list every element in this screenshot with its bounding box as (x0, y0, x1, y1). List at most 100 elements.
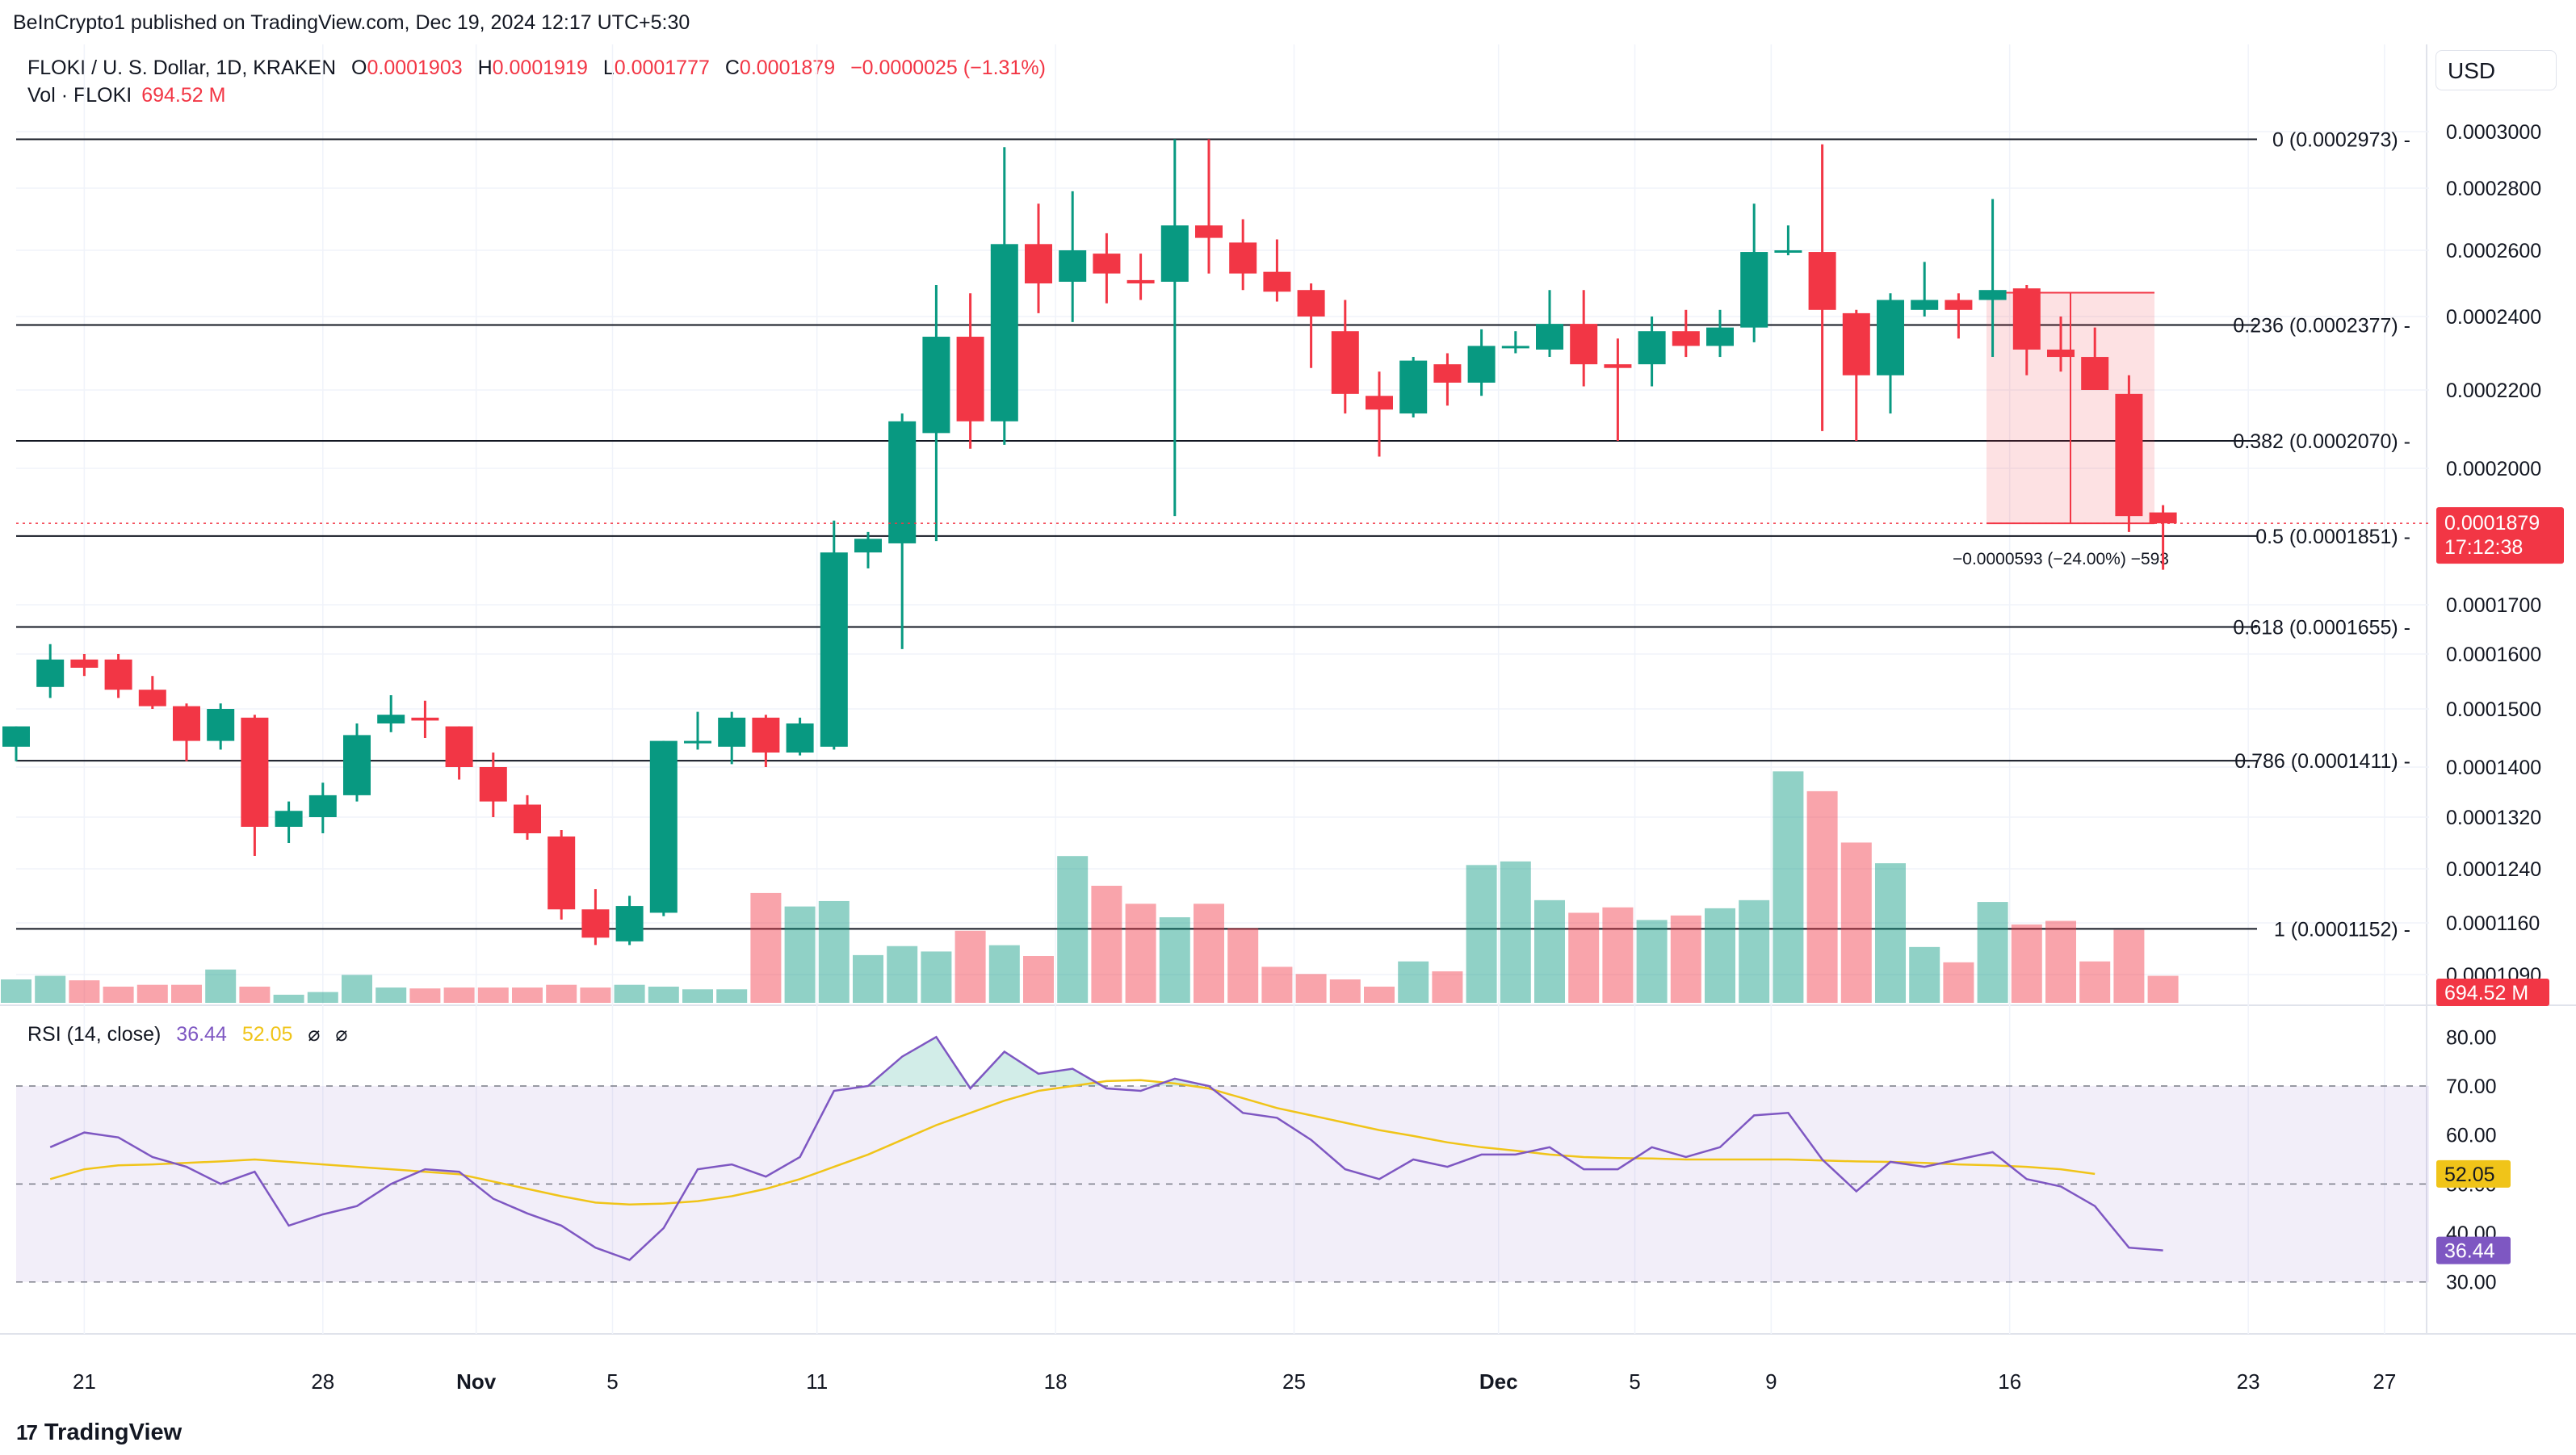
candle-body (1399, 360, 1428, 414)
rsi-tick-label: 70.00 (2446, 1076, 2497, 1098)
volume-bar (1875, 863, 1906, 1003)
volume-bar (1057, 856, 1089, 1003)
candle-body (615, 906, 644, 941)
price-tick-label: 0.0001400 (2446, 757, 2541, 779)
candle-body (1093, 254, 1121, 274)
candle-body (1501, 346, 1529, 349)
volume-bar (614, 984, 645, 1003)
high-value: 0.0001919 (492, 57, 588, 79)
time-tick-label: 11 (806, 1369, 828, 1394)
volume-bar (2147, 975, 2179, 1003)
volume-bar (1, 979, 31, 1003)
volume-bar (1295, 974, 1327, 1003)
time-axis: 21 28 Nov 5 11 18 25 Dec 5 9 16 23 27 (73, 1369, 2396, 1394)
candle-body (1297, 290, 1325, 317)
time-tick-label: 23 (2237, 1369, 2260, 1394)
candle-body (752, 717, 780, 753)
volume-bar (887, 946, 918, 1003)
volume-bar (1636, 920, 1668, 1003)
volume-value-label: 694.52 M (2444, 982, 2528, 1004)
volume-bar (648, 986, 679, 1003)
volume-bar (1943, 962, 1974, 1003)
grid (0, 44, 2576, 1335)
volume-bar (1261, 967, 1293, 1003)
price-tick-label: 0.0002800 (2446, 178, 2541, 200)
rsi-overbought-fill (50, 1037, 2163, 1086)
candle-body (1160, 225, 1189, 282)
candle-body (2, 726, 30, 747)
time-tick-label: Dec (1479, 1369, 1518, 1394)
time-tick-label: 27 (2373, 1369, 2396, 1394)
symbol-title[interactable]: FLOKI / U. S. Dollar, 1D, KRAKEN (27, 57, 337, 79)
candle-body (138, 690, 166, 707)
rsi-tick-label: 60.00 (2446, 1125, 2497, 1147)
volume-bar (818, 900, 850, 1003)
fib-level-label: 0.236 (0.0002377) - (2233, 314, 2410, 337)
candle-body (1433, 364, 1462, 383)
candle-body (70, 659, 99, 668)
volume-bar (103, 986, 134, 1003)
footer-brand[interactable]: 17 TradingView (16, 1419, 182, 1446)
candle-body (343, 735, 371, 795)
volume-bar (1806, 790, 1838, 1003)
volume-bar (1705, 908, 1735, 1003)
candle-body (1604, 364, 1632, 368)
volume-bar (205, 969, 237, 1003)
volume-bar (1194, 904, 1224, 1003)
volume-bar (171, 984, 202, 1003)
fib-level-label: 0 (0.0002973) - (2272, 128, 2410, 151)
rsi-label[interactable]: RSI (14, close) (27, 1023, 162, 1046)
price-tick-label: 0.0001160 (2446, 912, 2540, 935)
time-tick-label: 21 (73, 1369, 96, 1394)
volume-bar (954, 930, 986, 1003)
candle-body (173, 706, 200, 741)
candle-body (1672, 331, 1700, 346)
candle-body (1945, 300, 1973, 310)
open-label: O (351, 57, 367, 79)
price-tick-label: 0.0002600 (2446, 240, 2541, 262)
price-axis: 0.0003000 0.0002800 0.0002600 0.0002400 0.00… (2436, 121, 2564, 1006)
candle-body (548, 837, 576, 910)
volume-bar (1466, 865, 1497, 1003)
countdown-label: 17:12:38 (2444, 536, 2523, 559)
candle-body (581, 909, 610, 938)
volume-bar (307, 992, 338, 1003)
volume-value-box (2436, 979, 2549, 1006)
volume-bar (1739, 899, 1770, 1003)
volume-bar (1432, 971, 1463, 1003)
volume-bar (1159, 917, 1190, 1003)
candle-body (207, 709, 235, 741)
candle-body (1331, 331, 1359, 394)
volume-bar (1398, 961, 1429, 1003)
currency-button[interactable]: USD (2435, 50, 2557, 90)
measure-label: −0.0000593 (−24.00%) −593 (1953, 550, 2169, 568)
rsi-ma-price-label-box (2436, 1159, 2511, 1188)
low-value: 0.0001777 (614, 57, 710, 79)
volume-bar (988, 945, 1020, 1003)
fib-level-label: 0.618 (0.0001655) - (2233, 616, 2410, 639)
candlesticks (2, 139, 2429, 946)
high-label: H (477, 57, 493, 79)
price-tick-label: 0.0002400 (2446, 306, 2541, 329)
volume-bar (1364, 986, 1395, 1003)
candle-body (479, 767, 507, 802)
rsi-legend: RSI (14, close) 36.44 52.05 ⌀ ⌀ (27, 1022, 347, 1046)
volume-bar (1840, 842, 1872, 1003)
candle-body (1229, 242, 1257, 274)
volume-bar (853, 954, 883, 1003)
candle-body (922, 337, 950, 434)
candle-body (1366, 396, 1393, 410)
close-value: 0.0001879 (739, 57, 836, 79)
volume-bar (750, 892, 782, 1003)
candle-body (1842, 312, 1870, 375)
change-value: −0.0000025 (−1.31%) (850, 57, 1046, 79)
rsi-option-icon[interactable]: ⌀ (335, 1023, 348, 1046)
candle-body (275, 811, 303, 827)
candle-body (1877, 300, 1904, 375)
volume-bar (443, 987, 475, 1003)
candle-body (2149, 512, 2177, 524)
volume-label[interactable]: Vol · FLOKI (27, 84, 132, 107)
rsi-option-icon[interactable]: ⌀ (308, 1023, 321, 1046)
volume-bar (342, 975, 372, 1003)
